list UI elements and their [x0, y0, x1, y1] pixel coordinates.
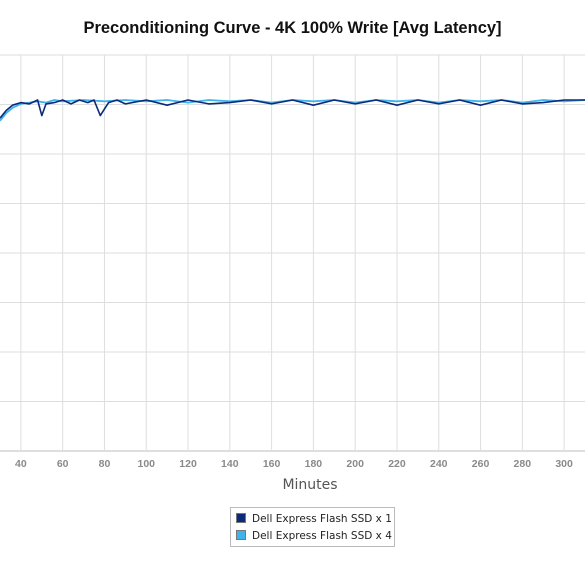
- x-tick-labels: 40 60 80 100 120 140 160 180 200 220 240 260 280 300: [15, 458, 573, 470]
- x-tick-label: 220: [388, 458, 406, 470]
- x-tick-label: 40: [15, 458, 27, 470]
- x-tick-label: 300: [555, 458, 573, 470]
- x-tick-label: 120: [179, 458, 197, 470]
- series-line-1: [0, 99, 585, 119]
- x-tick-label: 240: [430, 458, 448, 470]
- legend: Dell Express Flash SSD x 1 Dell Express …: [230, 507, 395, 547]
- x-axis-label: Minutes: [282, 477, 338, 493]
- x-tick-label: 180: [305, 458, 323, 470]
- legend-item-series-1: Dell Express Flash SSD x 1: [236, 512, 392, 526]
- legend-swatch: [236, 513, 246, 523]
- x-tick-label: 140: [221, 458, 239, 470]
- series-lines: [0, 99, 585, 122]
- x-tick-label: 100: [137, 458, 155, 470]
- chart-title: Preconditioning Curve - 4K 100% Write [A…: [83, 19, 502, 37]
- x-tick-label: 200: [346, 458, 364, 470]
- x-tick-label: 60: [57, 458, 69, 470]
- x-tick-label: 260: [472, 458, 490, 470]
- x-tick-label: 280: [514, 458, 532, 470]
- legend-item-series-2: Dell Express Flash SSD x 4: [236, 529, 392, 543]
- legend-swatch: [236, 530, 246, 540]
- legend-label: Dell Express Flash SSD x 4: [252, 530, 392, 542]
- grid-lines: [0, 54, 585, 452]
- x-tick-label: 80: [99, 458, 111, 470]
- legend-label: Dell Express Flash SSD x 1: [252, 513, 392, 525]
- x-tick-label: 160: [263, 458, 281, 470]
